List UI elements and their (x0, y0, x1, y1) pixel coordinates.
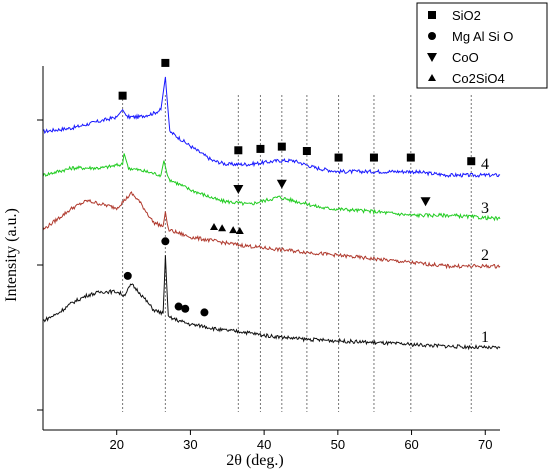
circle-marker (174, 302, 183, 311)
y-axis-title: Intensity (a.u.) (3, 208, 20, 302)
curve-labels: 4 3 2 1 (481, 156, 489, 346)
square-marker (234, 146, 243, 155)
triangle-down-marker (427, 53, 437, 62)
square-marker (334, 153, 343, 162)
legend-label: SiO2 (452, 8, 481, 23)
legend-label: CoO (452, 50, 479, 65)
square-marker (302, 147, 311, 156)
square-marker (118, 91, 127, 100)
circle-marker (161, 237, 170, 246)
triangle-up-marker (428, 74, 436, 81)
legend-label: Mg Al Si O (452, 29, 513, 44)
axes (37, 66, 500, 431)
series-line-2 (42, 191, 501, 270)
x-ticks: 20 30 40 50 60 70 (109, 430, 492, 452)
legend: SiO2 Mg Al Si O CoO Co2SiO4 (416, 2, 548, 89)
curve-label-1: 1 (481, 329, 489, 346)
square-marker (428, 11, 436, 19)
x-tick-label: 20 (109, 437, 123, 452)
square-marker (406, 153, 415, 162)
x-axis-title: 2θ (deg.) (226, 452, 283, 469)
series-line-4 (42, 76, 501, 178)
triangle-up-marker (229, 226, 238, 234)
square-marker (369, 153, 378, 162)
circle-marker (181, 304, 190, 313)
triangle-down-marker (276, 179, 287, 189)
triangle-down-marker (233, 184, 244, 194)
series-line-1 (42, 255, 501, 351)
triangle-down-marker (420, 197, 431, 207)
square-marker (161, 58, 170, 67)
x-tick-label: 70 (478, 437, 492, 452)
square-marker (256, 144, 265, 153)
legend-label: Co2SiO4 (452, 71, 505, 86)
legend-box (416, 2, 548, 89)
square-marker (277, 142, 286, 151)
phase-markers (118, 58, 476, 317)
triangle-up-marker (210, 222, 219, 230)
square-marker (467, 157, 476, 166)
circle-marker (200, 308, 209, 317)
triangle-up-marker (235, 226, 244, 234)
curve-label-3: 3 (481, 200, 489, 217)
curve-label-2: 2 (481, 247, 489, 264)
x-tick-label: 50 (331, 437, 345, 452)
reference-lines (122, 95, 472, 412)
curve-label-4: 4 (481, 156, 489, 173)
circle-marker (428, 32, 436, 40)
series-line-3 (42, 153, 501, 222)
x-tick-label: 60 (404, 437, 418, 452)
diffraction-curves (42, 76, 501, 351)
triangle-up-marker (218, 224, 227, 232)
x-tick-label: 30 (183, 437, 197, 452)
circle-marker (123, 271, 132, 280)
x-tick-label: 40 (257, 437, 271, 452)
